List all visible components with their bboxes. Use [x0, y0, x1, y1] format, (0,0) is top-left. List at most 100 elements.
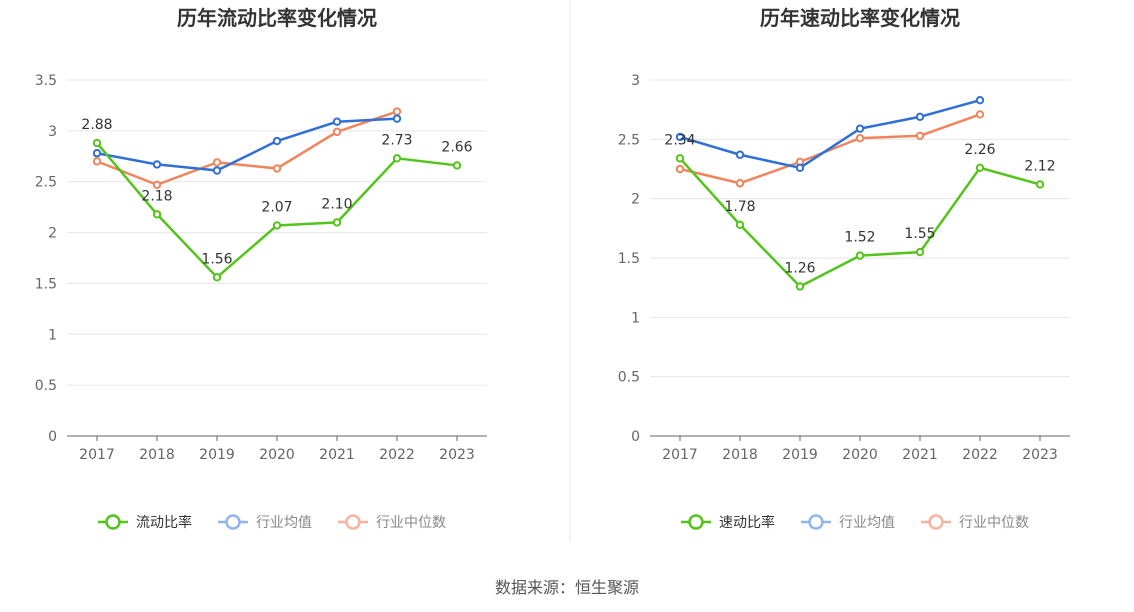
data-label: 2.12: [1024, 158, 1055, 174]
series-line-0: [679, 157, 1041, 288]
data-point: [272, 221, 282, 230]
y-tick-label: 1: [631, 310, 640, 326]
data-point: [735, 179, 745, 188]
y-tick-label: 0.5: [618, 370, 640, 386]
legend-item-2[interactable]: 行业中位数: [338, 514, 446, 531]
x-tick-label: 2019: [782, 447, 818, 463]
x-tick-label: 2017: [79, 447, 115, 463]
legend-item-2[interactable]: 行业中位数: [921, 514, 1029, 531]
legend-item-0[interactable]: 速动比率: [681, 514, 775, 531]
data-point: [915, 131, 925, 140]
x-tick-label: 2023: [439, 447, 475, 463]
series-line-2: [679, 113, 981, 185]
legend-marker: [688, 514, 704, 530]
y-tick-label: 3: [48, 124, 57, 140]
chart-title: 历年速动比率变化情况: [760, 6, 960, 30]
series-line-1: [679, 98, 981, 170]
data-point: [735, 220, 745, 229]
data-point: [915, 112, 925, 121]
current-ratio-chart: 历年流动比率变化情况 0 0.5 1 1.5 2 2.5 3 3.5 2017 2018 2019 20…: [35, 6, 487, 531]
source-note: 数据来源：恒生聚源: [495, 578, 639, 597]
y-tick-label: 0.5: [35, 378, 57, 394]
y-tick-label: 3.5: [35, 73, 57, 89]
y-tick-label: 2: [48, 226, 57, 242]
legend-label: 行业均值: [256, 515, 312, 531]
data-point: [795, 282, 805, 291]
legend-marker: [225, 514, 241, 530]
data-point: [92, 149, 102, 158]
data-point: [855, 124, 865, 133]
x-tick-label: 2021: [319, 447, 355, 463]
y-tick-label: 3: [631, 73, 640, 89]
x-tick-label: 2023: [1022, 447, 1058, 463]
x-tick-label: 2020: [259, 447, 295, 463]
data-point: [212, 158, 222, 167]
data-point: [975, 163, 985, 173]
data-point: [675, 164, 685, 174]
data-label: 2.26: [964, 142, 995, 158]
y-tick-label: 0: [48, 429, 57, 445]
x-tick-label: 2018: [139, 447, 175, 463]
legend-item-1[interactable]: 行业均值: [801, 514, 895, 531]
data-point: [92, 157, 102, 166]
data-point: [152, 180, 162, 189]
y-tick-label: 1.5: [618, 251, 640, 267]
legend-marker: [928, 514, 944, 530]
data-label: 1.55: [904, 226, 935, 242]
x-tick-label: 2022: [379, 447, 415, 463]
data-point: [452, 161, 462, 170]
data-label: 2.88: [81, 117, 112, 133]
x-tick-label: 2017: [662, 447, 698, 463]
legend-item-1[interactable]: 行业均值: [218, 514, 312, 531]
y-tick-label: 1: [48, 327, 57, 343]
data-point: [675, 154, 685, 163]
y-tick-label: 2.5: [618, 132, 640, 148]
data-point: [272, 136, 282, 146]
x-tick-label: 2020: [842, 447, 878, 463]
data-label: 2.07: [261, 199, 292, 215]
legend-label: 流动比率: [136, 514, 192, 531]
legend-item-0[interactable]: 流动比率: [98, 514, 192, 531]
legend-marker: [105, 514, 121, 530]
data-label: 1.26: [784, 260, 815, 276]
data-point: [855, 133, 865, 143]
data-point: [272, 164, 282, 173]
series-line-2: [96, 110, 398, 187]
y-tick-label: 1.5: [35, 276, 57, 292]
legend-marker: [345, 514, 361, 530]
data-point: [392, 154, 402, 163]
legend-marker: [808, 514, 824, 530]
x-tick-label: 2022: [962, 447, 998, 463]
data-label: 1.78: [724, 199, 755, 215]
chart-title: 历年流动比率变化情况: [177, 6, 377, 30]
legend-label: 行业均值: [839, 515, 895, 531]
data-label: 2.10: [321, 196, 352, 212]
data-point: [332, 218, 342, 227]
series-line-1: [96, 117, 398, 172]
data-label: 2.18: [141, 188, 172, 204]
legend-label: 行业中位数: [959, 515, 1029, 531]
data-point: [855, 251, 865, 260]
data-point: [975, 95, 985, 105]
data-point: [332, 127, 342, 137]
data-point: [92, 138, 102, 148]
data-point: [212, 166, 222, 175]
data-label: 1.56: [201, 251, 232, 267]
data-label: 2.73: [381, 132, 412, 148]
data-point: [212, 273, 222, 282]
data-label: 2.34: [664, 132, 695, 148]
data-point: [392, 107, 402, 116]
y-tick-label: 2.5: [35, 175, 57, 191]
x-tick-label: 2019: [199, 447, 235, 463]
legend-label: 速动比率: [719, 514, 775, 531]
x-tick-label: 2021: [902, 447, 938, 463]
data-point: [152, 210, 162, 219]
data-point: [915, 247, 925, 257]
y-tick-label: 2: [631, 192, 640, 208]
data-point: [675, 132, 685, 142]
data-point: [332, 117, 342, 126]
data-point: [735, 150, 745, 159]
data-label: 1.52: [844, 230, 875, 246]
